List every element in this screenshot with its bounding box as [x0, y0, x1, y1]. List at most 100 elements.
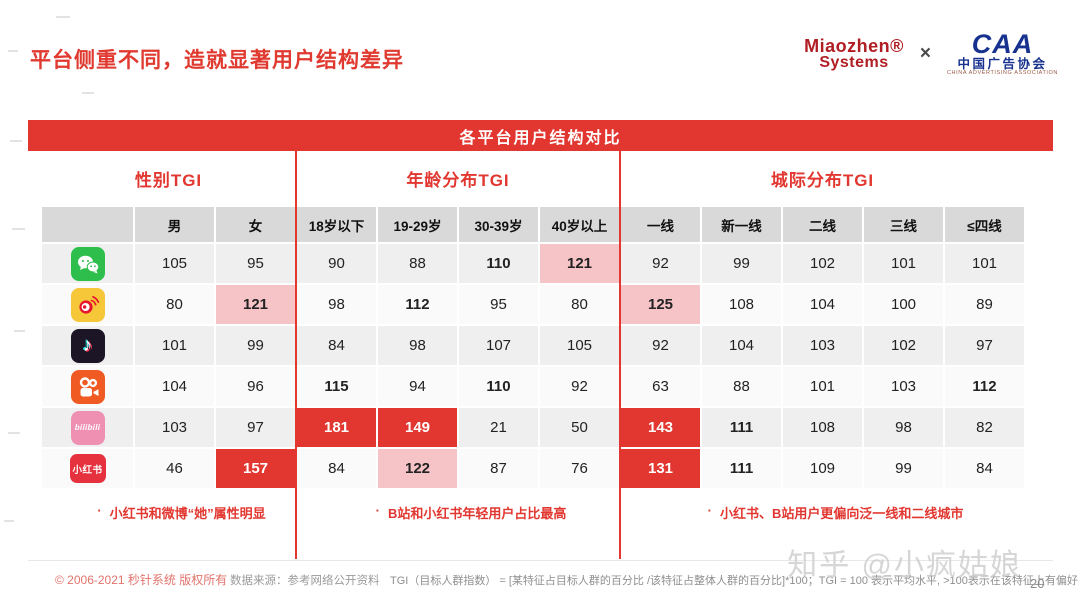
- tgi-cell: 103: [134, 407, 215, 448]
- tgi-cell: 112: [377, 284, 458, 325]
- tgi-cell: 92: [620, 243, 701, 284]
- decorative-dash: [8, 50, 18, 52]
- decorative-dash: [14, 330, 25, 332]
- tgi-cell: 90: [296, 243, 377, 284]
- bilibili-icon: bilibili: [70, 410, 105, 445]
- tgi-cell: 111: [701, 407, 782, 448]
- tgi-cell-strong-highlight: 131: [620, 448, 701, 489]
- decorative-dash: [56, 16, 70, 18]
- platform-icon-cell: 小红书: [41, 448, 134, 489]
- platform-icon-cell: bilibili: [41, 407, 134, 448]
- caa-logo: CAA 中国广告协会 CHINA ADVERTISING ASSOCIATION: [947, 30, 1058, 77]
- column-header: 40岁以上: [539, 206, 620, 243]
- tgi-cell: 107: [458, 325, 539, 366]
- table-row-xiaohongshu: 小红书 46 157 84 122 87 76 131 111 109 99 8…: [41, 448, 1053, 489]
- weibo-icon: [70, 287, 105, 322]
- decorative-dash: [4, 520, 14, 522]
- tgi-cell: 108: [701, 284, 782, 325]
- tgi-cell: 105: [134, 243, 215, 284]
- tgi-cell: 100: [863, 284, 944, 325]
- tgi-cell: 46: [134, 448, 215, 489]
- column-header: 30-39岁: [458, 206, 539, 243]
- caa-logo-acronym: CAA: [971, 29, 1034, 59]
- tgi-definition-text: TGI（目标人群指数） = [某特征占目标人群的百分比 /该特征占整体人群的百分…: [390, 575, 1078, 587]
- tgi-cell: 109: [782, 448, 863, 489]
- section-header-city: 城际分布TGI: [770, 171, 875, 190]
- tgi-cell: 92: [539, 366, 620, 407]
- copyright-text: © 2006-2021 秒针系统 版权所有: [55, 573, 228, 587]
- table-row-bilibili: bilibili 103 97 181 149 21 50 143 111 10…: [41, 407, 1053, 448]
- tgi-cell: 101: [863, 243, 944, 284]
- platform-icon-cell: [41, 243, 134, 284]
- miaozhen-logo-line1: Miaozhen®: [804, 35, 904, 56]
- tgi-cell-strong-highlight: 181: [296, 407, 377, 448]
- tgi-cell: 84: [296, 325, 377, 366]
- bullet: ·: [375, 503, 380, 518]
- tgi-cell: 110: [458, 366, 539, 407]
- column-header: 三线: [863, 206, 944, 243]
- tgi-cell: 97: [215, 407, 296, 448]
- bullet: ·: [707, 503, 712, 518]
- column-header: 女: [215, 206, 296, 243]
- tgi-cell: 95: [215, 243, 296, 284]
- note-gender-text: 小红书和微博“她”属性明显: [109, 506, 266, 521]
- tgi-cell: 87: [458, 448, 539, 489]
- tgi-cell: 104: [782, 284, 863, 325]
- column-header: 二线: [782, 206, 863, 243]
- column-header: 18岁以下: [296, 206, 377, 243]
- column-header: 19-29岁: [377, 206, 458, 243]
- page-title: 平台侧重不同，造就显著用户结构差异: [30, 49, 404, 72]
- tgi-cell-strong-highlight: 143: [620, 407, 701, 448]
- column-header-empty: [41, 206, 134, 243]
- table-row-weibo: 80 121 98 112 95 80 125 108 104 100 89: [41, 284, 1053, 325]
- tgi-cell: 82: [944, 407, 1025, 448]
- column-header: 一线: [620, 206, 701, 243]
- table-banner-title: 各平台用户结构对比: [28, 120, 1053, 151]
- tgi-cell: 99: [215, 325, 296, 366]
- table-row-wechat: 105 95 90 88 110 121 92 99 102 101 101: [41, 243, 1053, 284]
- decorative-dash: [82, 92, 94, 94]
- tgi-cell: 63: [620, 366, 701, 407]
- douyin-icon: ♪: [70, 328, 105, 363]
- tgi-cell: 115: [296, 366, 377, 407]
- tgi-cell: 112: [944, 366, 1025, 407]
- tgi-cell: 98: [296, 284, 377, 325]
- tgi-cell: 111: [701, 448, 782, 489]
- tgi-cell: 80: [539, 284, 620, 325]
- tgi-cell: 89: [944, 284, 1025, 325]
- multiply-separator: ×: [919, 42, 931, 64]
- tgi-cell: 50: [539, 407, 620, 448]
- note-age: · B站和小红书年轻用户占比最高: [309, 489, 633, 559]
- decorative-dash: [80, 64, 89, 66]
- caa-logo-subtitle: CHINA ADVERTISING ASSOCIATION: [946, 70, 1058, 77]
- wechat-icon: [70, 246, 105, 281]
- tgi-cell: 101: [944, 243, 1025, 284]
- section-divider: [619, 151, 621, 559]
- column-header: 男: [134, 206, 215, 243]
- bilibili-wordmark: bilibili: [74, 423, 101, 432]
- tgi-cell: 102: [782, 243, 863, 284]
- note-city: · 小红书、B站用户更偏向泛一线和二线城市: [633, 489, 1038, 559]
- tgi-cell: 88: [377, 243, 458, 284]
- decorative-dash: [8, 432, 20, 434]
- tgi-cell: 98: [863, 407, 944, 448]
- table-body: 性别TGI 年龄分布TGI 城际分布TGI 男 女 18岁以下 19-29岁 3…: [28, 151, 1053, 559]
- tgi-cell: 99: [701, 243, 782, 284]
- insight-notes-row: · 小红书和微博“她”属性明显 · B站和小红书年轻用户占比最高 · 小红书、B…: [41, 489, 1053, 559]
- section-header-age: 年龄分布TGI: [406, 171, 510, 190]
- footer-divider: [28, 560, 1053, 561]
- watermark-text: 知乎 @小疯姑娘: [787, 549, 1022, 582]
- column-header: 新一线: [701, 206, 782, 243]
- section-header-gender: 性别TGI: [134, 171, 203, 190]
- tgi-cell: 88: [701, 366, 782, 407]
- logo-bar: Miaozhen® Systems × CAA 中国广告协会 CHINA ADV…: [804, 30, 1058, 77]
- note-gender: · 小红书和微博“她”属性明显: [54, 489, 309, 559]
- tgi-cell-highlight: 122: [377, 448, 458, 489]
- tgi-cell: 110: [458, 243, 539, 284]
- tgi-cell-highlight: 121: [539, 243, 620, 284]
- tgi-cell: 92: [620, 325, 701, 366]
- decorative-dash: [10, 140, 22, 142]
- tgi-cell: 103: [863, 366, 944, 407]
- data-source-text: 数据来源：参考网络公开资料: [230, 575, 380, 587]
- platform-icon-cell: ♪: [41, 325, 134, 366]
